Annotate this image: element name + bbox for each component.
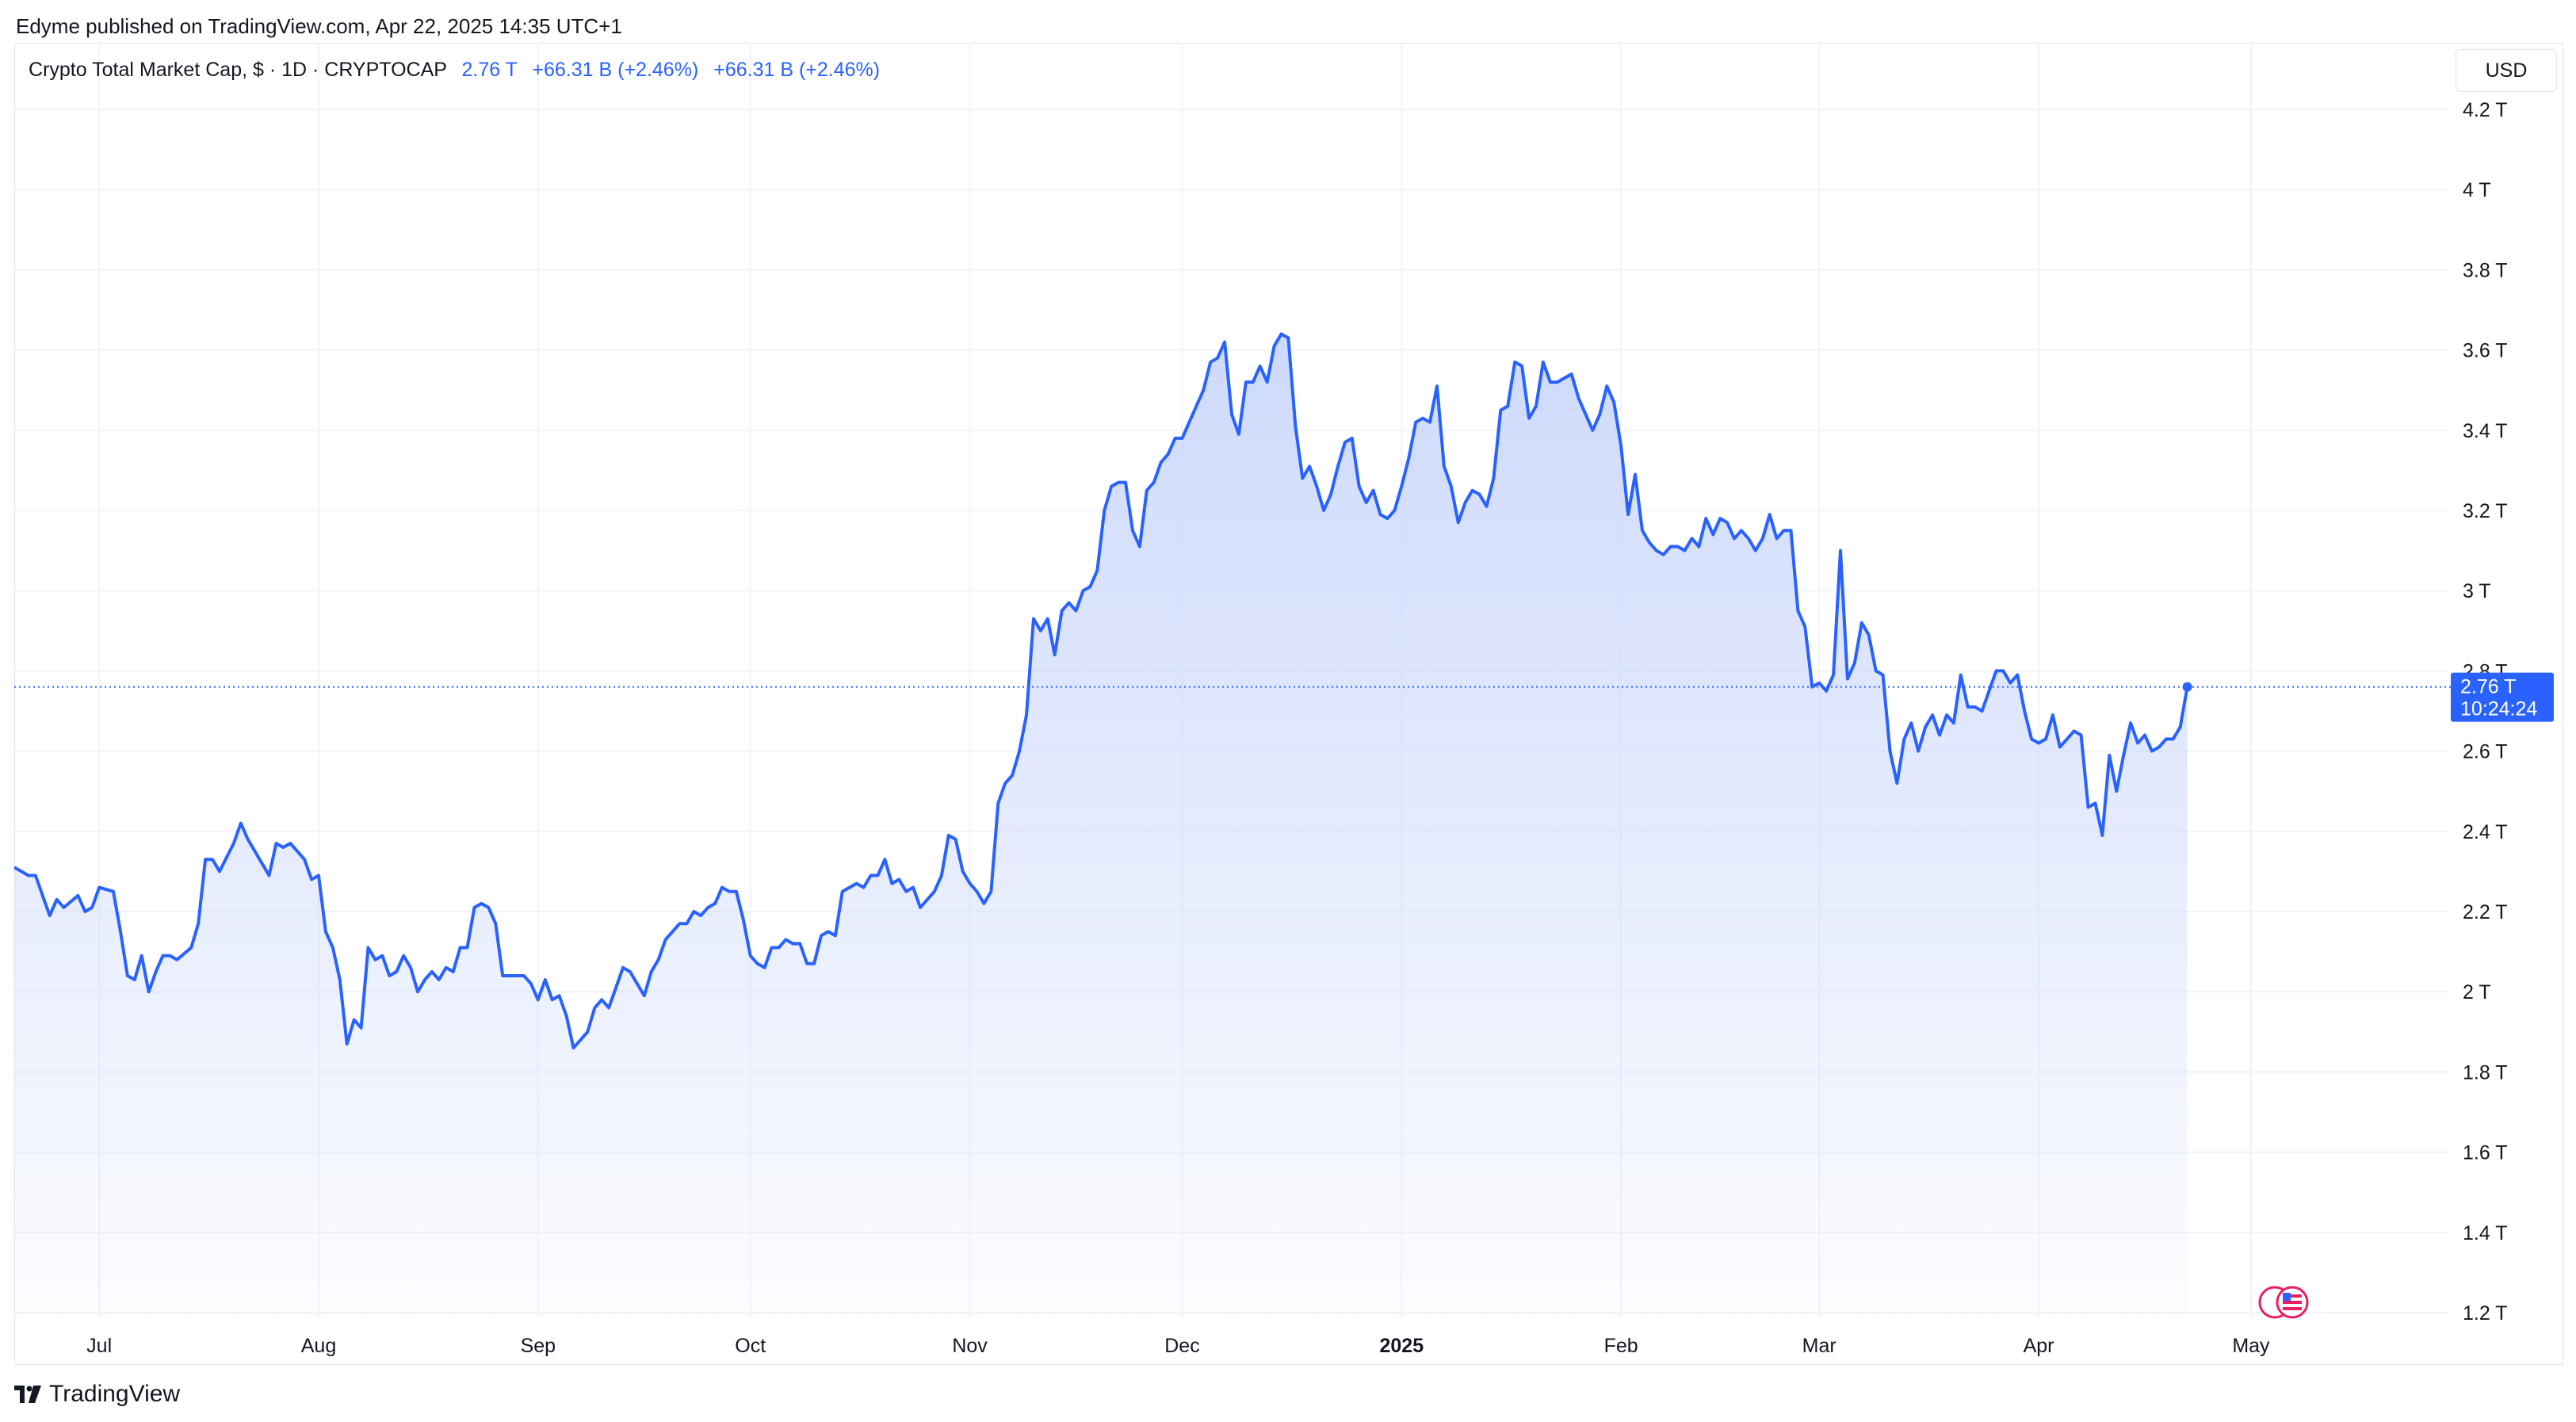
x-tick-label: Sep xyxy=(521,1335,556,1357)
x-axis[interactable]: Jul Aug Sep Oct Nov Dec 2025 Feb Mar Apr May xyxy=(86,1335,2270,1357)
y-tick-label: 3 T xyxy=(2463,580,2491,602)
legend-symbol[interactable]: Crypto Total Market Cap, $ · 1D · CRYPTO… xyxy=(29,59,447,81)
footer-brand-label: TradingView xyxy=(49,1381,181,1407)
y-tick-label: 3.6 T xyxy=(2463,340,2508,362)
legend-change-secondary: +66.31 B (+2.46%) xyxy=(713,59,881,81)
y-tick-label: 2.2 T xyxy=(2463,901,2508,923)
last-price-value: 2.76 T xyxy=(2460,676,2516,698)
footer-brand[interactable]: TradingView xyxy=(14,1381,180,1408)
y-tick-label: 3.8 T xyxy=(2463,259,2508,281)
y-tick-label: 1.4 T xyxy=(2463,1222,2508,1244)
y-tick-label: 4.2 T xyxy=(2463,99,2508,121)
x-tick-label: Mar xyxy=(1802,1335,1836,1357)
legend-change: +66.31 B (+2.46%) xyxy=(532,59,699,81)
x-tick-label: Dec xyxy=(1164,1335,1199,1357)
x-tick-label: Nov xyxy=(952,1335,988,1357)
chart-pane[interactable] xyxy=(14,43,2563,1365)
x-tick-label: Jul xyxy=(86,1335,112,1357)
y-tick-label: 2 T xyxy=(2463,981,2491,1003)
y-tick-label: 2.4 T xyxy=(2463,821,2508,843)
last-point xyxy=(2182,682,2192,692)
y-tick-label: 1.8 T xyxy=(2463,1061,2508,1084)
y-tick-label: 3.2 T xyxy=(2463,500,2508,522)
legend-price: 2.76 T xyxy=(461,59,518,81)
x-tick-label: May xyxy=(2232,1335,2270,1357)
flag-icon[interactable] xyxy=(2258,1286,2309,1319)
y-tick-label: 1.6 T xyxy=(2463,1142,2508,1164)
y-axis[interactable]: 1.2 T1.4 T1.6 T1.8 T2 T2.2 T2.4 T2.6 T2.… xyxy=(2463,99,2508,1325)
x-tick-label: Apr xyxy=(2024,1335,2054,1357)
chart-legend: Crypto Total Market Cap, $ · 1D · CRYPTO… xyxy=(29,59,880,82)
x-tick-label: Feb xyxy=(1604,1335,1638,1357)
y-tick-label: 2.6 T xyxy=(2463,741,2508,763)
x-tick-label: 2025 xyxy=(1380,1335,1424,1357)
last-price-tag: 2.76 T 10:24:24 xyxy=(2451,672,2554,722)
y-tick-label: 1.2 T xyxy=(2463,1302,2508,1325)
tradingview-logo-icon xyxy=(14,1386,41,1403)
last-price-countdown: 10:24:24 xyxy=(2460,698,2537,721)
y-tick-label: 3.4 T xyxy=(2463,420,2508,442)
y-tick-label: 4 T xyxy=(2463,179,2491,201)
series-area xyxy=(14,334,2188,1317)
x-tick-label: Oct xyxy=(735,1335,766,1357)
series-line xyxy=(13,332,2189,1049)
currency-button[interactable]: USD xyxy=(2456,49,2557,92)
x-tick-label: Aug xyxy=(301,1335,336,1357)
publisher-caption: Edyme published on TradingView.com, Apr … xyxy=(16,14,622,38)
